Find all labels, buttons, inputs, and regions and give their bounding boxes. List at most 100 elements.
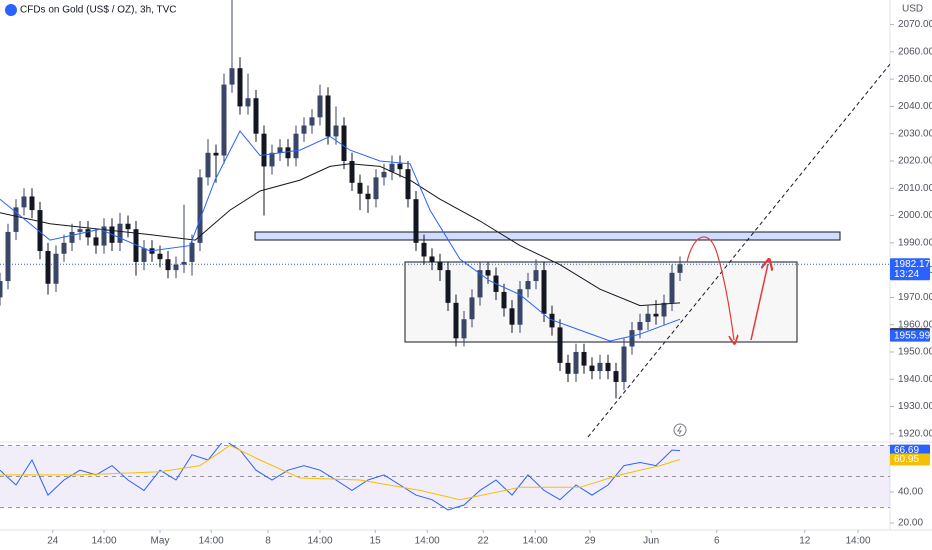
price-label-text: 1982.17 xyxy=(894,259,931,270)
candle-body xyxy=(157,253,163,260)
price-label xyxy=(890,453,930,466)
rsi-pane xyxy=(0,443,890,511)
y-tick-label: 2060.00 xyxy=(898,46,932,57)
candle-body xyxy=(133,229,139,262)
candle-body xyxy=(509,308,515,325)
y-tick-label: 2040.00 xyxy=(898,101,932,112)
candle-body xyxy=(13,207,19,232)
candle-body xyxy=(437,261,443,271)
candle-body xyxy=(341,125,347,161)
y-tick-label: 2000.00 xyxy=(898,210,932,221)
y-tick-label: 2020.00 xyxy=(898,156,932,167)
candle-body xyxy=(453,302,459,339)
candle-body xyxy=(597,362,603,372)
candle-body xyxy=(5,231,11,282)
candle-body xyxy=(485,270,491,276)
price-label xyxy=(890,329,930,342)
trend-line xyxy=(587,63,890,438)
candle-body xyxy=(125,223,131,230)
candle-body xyxy=(589,365,595,372)
candle-body xyxy=(661,302,667,317)
x-tick-label: 15 xyxy=(370,536,382,547)
candle-body xyxy=(229,68,235,85)
candle-body xyxy=(445,270,451,303)
forecast-arrow xyxy=(686,236,734,340)
x-tick-label: Jun xyxy=(643,536,659,547)
candle-body xyxy=(197,177,203,243)
candle-body xyxy=(221,84,227,156)
rsi-band xyxy=(0,445,890,508)
x-tick-label: 6 xyxy=(714,536,720,547)
candle-body xyxy=(101,226,107,246)
y-tick-label: 1940.00 xyxy=(898,374,932,385)
candle-body xyxy=(293,133,299,159)
candle-body xyxy=(413,199,419,243)
x-tick-label: 24 xyxy=(47,536,59,547)
candle-body xyxy=(245,98,251,107)
candle-body xyxy=(565,362,571,374)
candle-body xyxy=(69,231,75,243)
candle-body xyxy=(373,177,379,200)
indicator-line xyxy=(0,163,681,307)
candle-body xyxy=(629,330,635,347)
candle-body xyxy=(277,147,283,153)
candle-body xyxy=(269,152,275,167)
y-tick-label: 2010.00 xyxy=(898,183,932,194)
price-label-text: 1955.99 xyxy=(894,330,931,341)
candle-body xyxy=(429,256,435,262)
candle-body xyxy=(141,248,147,262)
candle-body xyxy=(637,321,643,331)
candle-body xyxy=(357,182,363,194)
candle-body xyxy=(213,152,219,156)
candle-body xyxy=(581,351,587,366)
x-tick-label: 14:00 xyxy=(845,536,870,547)
candle-body xyxy=(653,313,659,317)
chart-title: CFDs on Gold (US$ / OZ), 3h, TVC xyxy=(20,5,177,16)
candle-body xyxy=(477,270,483,298)
candle-body xyxy=(517,289,523,325)
candle-body xyxy=(261,133,267,167)
symbol-icon xyxy=(5,4,17,16)
x-tick-label: May xyxy=(151,536,170,547)
candle-body xyxy=(333,125,339,137)
candle-body xyxy=(253,98,259,134)
y-tick-label: 2050.00 xyxy=(898,74,932,85)
y-tick-label: 2070.00 xyxy=(898,19,932,30)
candle-body xyxy=(533,270,539,282)
candle-body xyxy=(29,196,35,211)
event-icon[interactable] xyxy=(673,423,687,437)
candle-body xyxy=(645,313,651,322)
candle-body xyxy=(349,160,355,183)
candle-body xyxy=(381,171,387,178)
candle-body xyxy=(421,242,427,257)
price-label xyxy=(890,258,930,281)
candle-body xyxy=(501,291,507,309)
x-tick-label: 22 xyxy=(478,536,490,547)
candle-body xyxy=(605,362,611,372)
y-tick-label: 1990.00 xyxy=(898,237,932,248)
event-icon xyxy=(677,425,682,435)
y-tick-label: 2030.00 xyxy=(898,128,932,139)
candle-body xyxy=(181,261,187,265)
candle-body xyxy=(285,147,291,159)
price-label-text: 66.69 xyxy=(894,445,919,456)
x-tick-label: 12 xyxy=(799,536,811,547)
candle-body xyxy=(325,95,331,137)
candle-body xyxy=(93,237,99,246)
y-tick-label: 40.00 xyxy=(898,487,923,498)
candle-body xyxy=(365,193,371,200)
x-tick-label: 14:00 xyxy=(91,536,116,547)
price-label-text: 60.95 xyxy=(894,454,919,465)
x-tick-label: 29 xyxy=(584,536,596,547)
candle-body xyxy=(165,259,171,271)
candle-body xyxy=(301,125,307,134)
candle-body xyxy=(173,264,179,271)
candle-body xyxy=(309,117,315,126)
candle-body xyxy=(621,346,627,382)
candle-body xyxy=(37,210,43,252)
candle-body xyxy=(469,297,475,320)
y-tick-label: 1950.00 xyxy=(898,347,932,358)
candle-body xyxy=(669,272,675,303)
